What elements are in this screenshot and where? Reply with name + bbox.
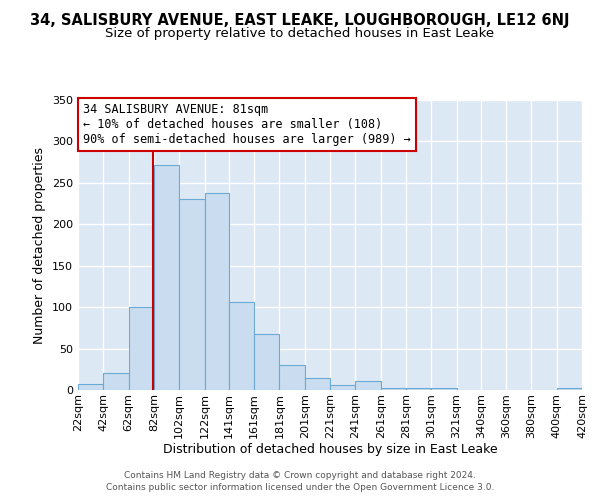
Bar [406, 388, 431, 390]
Text: 34 SALISBURY AVENUE: 81sqm
← 10% of detached houses are smaller (108)
90% of sem: 34 SALISBURY AVENUE: 81sqm ← 10% of deta… [83, 103, 411, 146]
Text: 34, SALISBURY AVENUE, EAST LEAKE, LOUGHBOROUGH, LE12 6NJ: 34, SALISBURY AVENUE, EAST LEAKE, LOUGHB… [30, 12, 570, 28]
Bar [179, 198, 205, 390]
Bar [78, 384, 103, 390]
Bar [305, 378, 330, 390]
Bar [330, 385, 355, 390]
Bar [103, 374, 128, 390]
Bar [229, 302, 254, 390]
X-axis label: Distribution of detached houses by size in East Leake: Distribution of detached houses by size … [163, 444, 497, 456]
Bar [154, 164, 179, 390]
Bar [380, 388, 406, 390]
Bar [431, 388, 457, 390]
Bar [280, 365, 305, 390]
Y-axis label: Number of detached properties: Number of detached properties [34, 146, 46, 344]
Bar [205, 193, 229, 390]
Bar [128, 307, 154, 390]
Text: Contains public sector information licensed under the Open Government Licence 3.: Contains public sector information licen… [106, 484, 494, 492]
Bar [254, 334, 280, 390]
Text: Size of property relative to detached houses in East Leake: Size of property relative to detached ho… [106, 28, 494, 40]
Bar [557, 388, 582, 390]
Text: Contains HM Land Registry data © Crown copyright and database right 2024.: Contains HM Land Registry data © Crown c… [124, 471, 476, 480]
Bar [355, 381, 380, 390]
